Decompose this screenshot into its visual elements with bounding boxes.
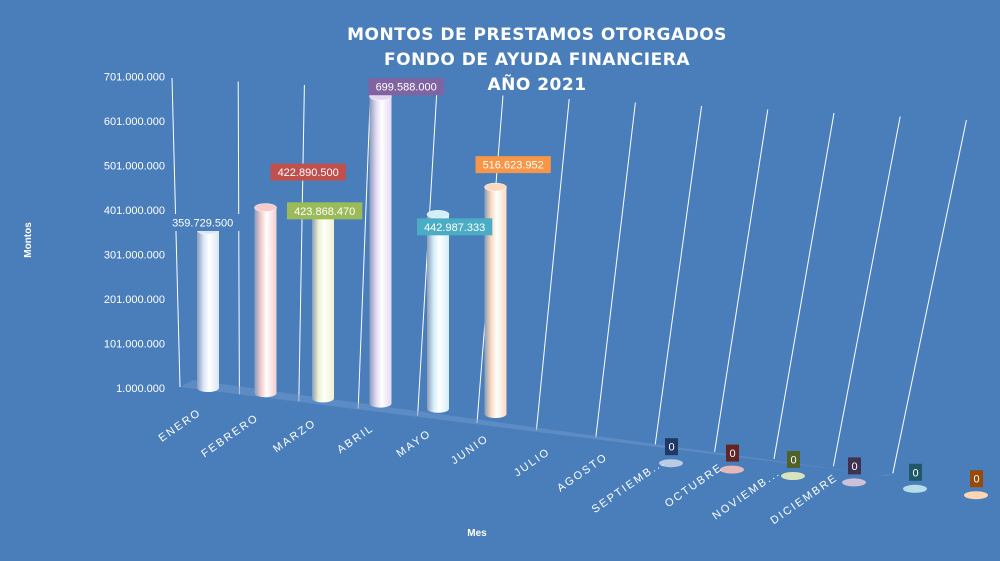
y-tick-label: 501.000.000 — [104, 161, 165, 173]
y-tick-label: 601.000.000 — [104, 116, 165, 128]
data-label: 423.868.470 — [294, 206, 355, 218]
data-label: 442.987.333 — [424, 222, 485, 234]
y-tick-label: 401.000.000 — [104, 205, 165, 217]
bar — [312, 212, 334, 403]
bar-top — [426, 210, 450, 219]
gridline — [298, 84, 305, 402]
bar — [842, 478, 866, 487]
data-label: 0 — [790, 455, 796, 467]
data-label-box — [287, 202, 363, 220]
data-label: 359.729.500 — [172, 218, 233, 230]
data-label: 0 — [851, 461, 857, 473]
y-tick-label: 1.000.000 — [116, 383, 165, 395]
chart-gridlines — [171, 77, 967, 476]
gridline — [714, 109, 769, 452]
gridline — [773, 112, 835, 460]
data-label-box — [909, 463, 922, 481]
data-label: 0 — [668, 442, 674, 454]
x-category-label: JULIO — [512, 446, 553, 479]
data-label: 0 — [912, 467, 918, 479]
chart-title-line: MONTOS DE PRESTAMOS OTORGADOS — [347, 25, 727, 45]
x-category-label: DICIEMBRE — [769, 472, 841, 527]
x-category-label: MARZO — [271, 417, 319, 455]
data-label-box — [848, 457, 861, 475]
bar — [369, 96, 392, 408]
bar — [484, 187, 507, 418]
data-label-box — [165, 214, 241, 231]
gridline — [237, 81, 240, 395]
data-label-box — [368, 78, 444, 96]
gridline — [892, 119, 967, 474]
y-axis-ticks: 1.000.000 101.000.000 201.000.000 301.000.0… — [104, 72, 165, 396]
chart-title-line: FONDO DE AYUDA FINANCIERA — [384, 50, 690, 70]
gridline — [654, 105, 703, 445]
bar — [659, 459, 683, 468]
gridline — [832, 116, 901, 467]
x-category-label: ABRIL — [335, 422, 376, 456]
data-label-box — [726, 444, 739, 462]
data-label-box — [970, 470, 983, 488]
data-label-box — [417, 218, 493, 236]
gridline — [535, 98, 570, 431]
y-axis-title: Montos — [23, 222, 34, 258]
gridline — [357, 88, 372, 409]
x-category-label: OCTUBRE — [663, 461, 725, 510]
chart-bars — [196, 91, 988, 500]
data-label-box — [787, 451, 800, 468]
data-label: 516.623.952 — [483, 160, 544, 172]
x-category-label: ENERO — [157, 407, 204, 445]
data-label-box — [270, 163, 346, 181]
gridline — [171, 77, 181, 388]
chart-title: MONTOS DE PRESTAMOS OTORGADOS FONDO DE AY… — [347, 25, 727, 95]
gridline — [595, 102, 636, 438]
y-tick-label: 301.000.000 — [104, 250, 165, 262]
x-category-label: AGOSTO — [555, 451, 610, 495]
y-tick-label: 701.000.000 — [104, 72, 165, 84]
bar — [903, 484, 927, 493]
data-label: 0 — [973, 474, 979, 486]
x-category-label: FEBRERO — [199, 412, 261, 460]
bar — [197, 230, 219, 392]
chart-title-line: AÑO 2021 — [487, 72, 586, 95]
data-labels: 359.729.500 422.890.500 423.868.470 699.588… — [165, 78, 983, 488]
bar-top — [484, 182, 507, 192]
bar — [964, 491, 988, 500]
bar-top — [254, 203, 277, 212]
y-tick-label: 101.000.000 — [104, 339, 165, 351]
x-category-label: MAYO — [394, 427, 433, 460]
y-tick-label: 201.000.000 — [104, 294, 165, 306]
data-label: 699.588.000 — [376, 82, 437, 94]
x-category-label: JUNIO — [449, 433, 491, 467]
x-axis-title: Mes — [467, 528, 487, 539]
bar — [781, 472, 805, 480]
data-label-box — [665, 438, 678, 456]
data-label-box — [475, 156, 551, 174]
bar — [254, 207, 277, 398]
data-label: 422.890.500 — [278, 167, 339, 179]
chart-floor — [180, 380, 893, 476]
data-label: 0 — [729, 448, 735, 460]
bar — [720, 465, 744, 474]
bar — [427, 214, 449, 413]
